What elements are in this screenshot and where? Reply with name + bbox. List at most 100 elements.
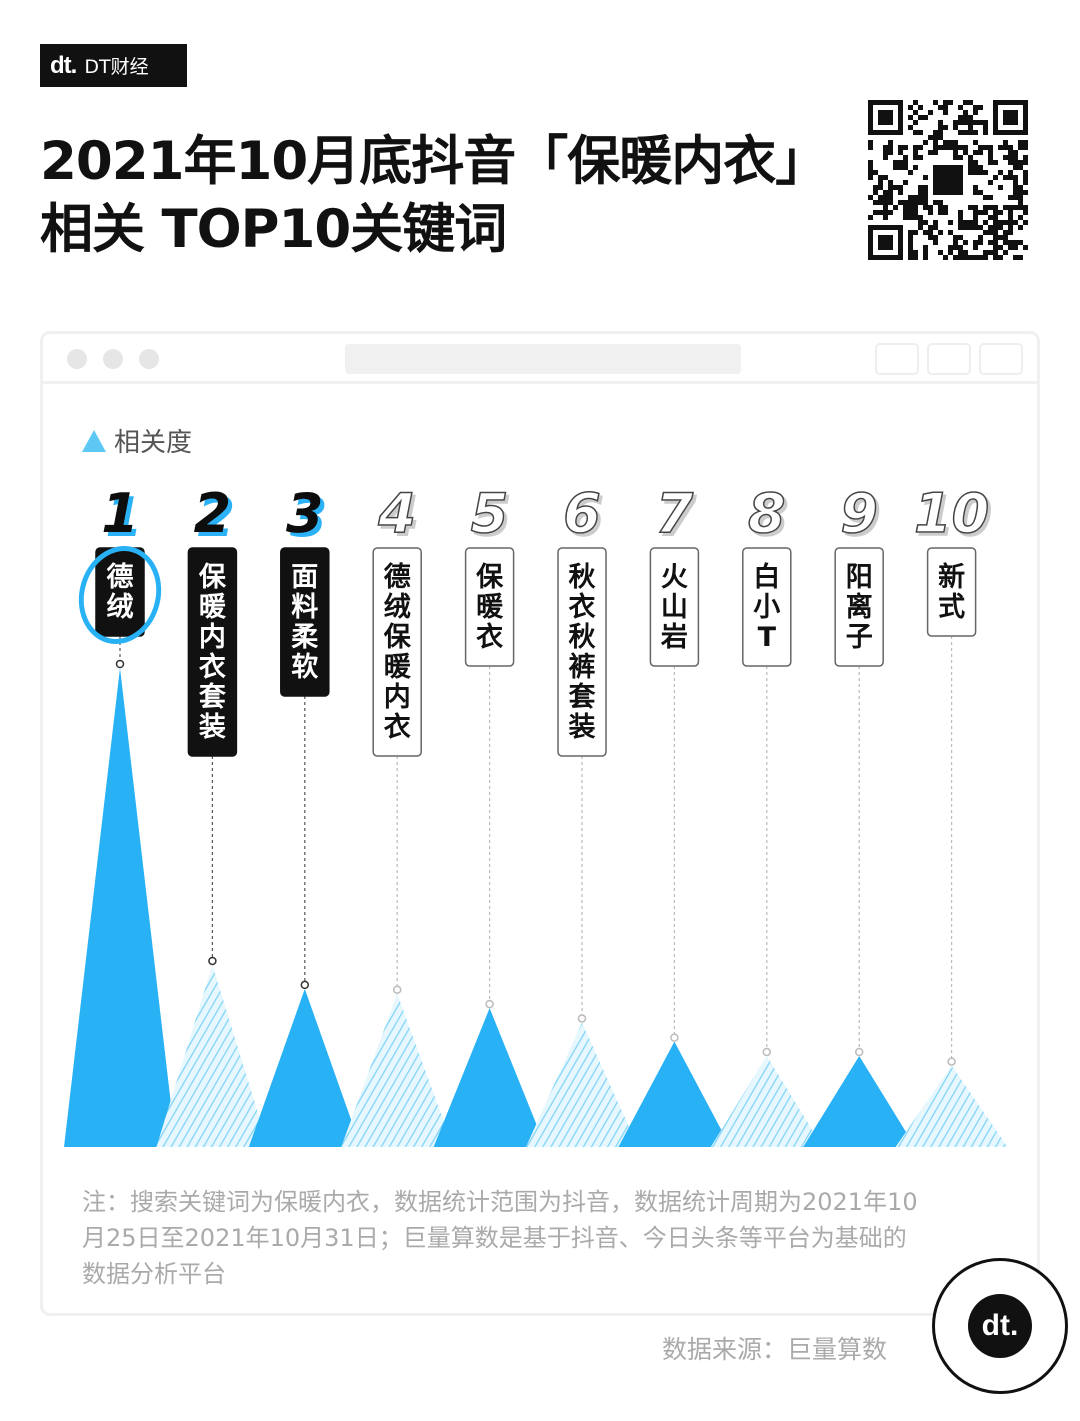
qr-module — [1018, 190, 1023, 195]
keyword-label-char: 衣 — [199, 651, 226, 683]
qr-module — [908, 230, 913, 235]
qr-module — [1003, 175, 1008, 180]
qr-module — [978, 210, 983, 215]
qr-module — [1023, 175, 1028, 180]
qr-module — [908, 125, 913, 130]
qr-module — [993, 235, 998, 240]
qr-module — [993, 205, 998, 210]
qr-module — [903, 165, 908, 170]
qr-module — [1013, 220, 1018, 225]
keyword-label-char: 小 — [753, 592, 780, 623]
qr-module — [1008, 160, 1013, 165]
highlight-circle — [78, 546, 162, 644]
qr-module — [963, 145, 968, 150]
peak-marker — [577, 1014, 587, 1023]
keyword-label-char: 秋 — [569, 622, 596, 653]
qr-module — [918, 145, 923, 150]
qr-module — [953, 240, 958, 245]
qr-module — [878, 175, 883, 180]
qr-module — [978, 145, 983, 150]
triangle-bar — [895, 1065, 1008, 1147]
keyword-label-char: 面 — [291, 562, 318, 593]
qr-module — [988, 225, 993, 230]
qr-module — [1018, 215, 1023, 220]
qr-module — [913, 255, 918, 260]
peak-marker — [392, 985, 402, 994]
page-title: 2021年10月底抖音「保暖内衣」 相关 TOP10关键词 — [40, 128, 828, 264]
qr-module — [893, 205, 898, 210]
triangle-bar — [341, 993, 454, 1147]
keyword-label-char: 新 — [938, 561, 965, 593]
qr-module — [988, 250, 993, 255]
qr-module — [963, 130, 968, 135]
qr-module — [903, 145, 908, 150]
qr-module — [918, 105, 923, 110]
qr-module — [918, 195, 923, 200]
qr-module — [1003, 240, 1008, 245]
qr-module — [883, 195, 888, 200]
qr-module — [923, 140, 928, 145]
window-titlebar — [43, 334, 1037, 384]
keyword-label-char: 软 — [291, 652, 318, 683]
qr-module — [938, 135, 943, 140]
qr-module — [1008, 225, 1013, 230]
qr-module — [973, 110, 978, 115]
qr-module — [988, 240, 993, 245]
qr-module — [1003, 235, 1008, 240]
qr-module — [948, 245, 953, 250]
qr-module — [998, 210, 1003, 215]
qr-module — [978, 225, 983, 230]
qr-module — [898, 200, 903, 205]
qr-module — [1018, 255, 1023, 260]
qr-module — [908, 115, 913, 120]
keyword-label-char: 保 — [198, 562, 227, 593]
qr-module — [908, 245, 913, 250]
peak-marker — [762, 1047, 772, 1057]
dt-logo: dt. — [50, 51, 77, 79]
qr-module — [993, 220, 998, 225]
qr-module — [873, 170, 878, 175]
title-line-2: 相关 TOP10关键词 — [40, 199, 507, 260]
qr-module — [953, 150, 958, 155]
qr-module — [983, 255, 988, 260]
qr-module — [1023, 140, 1028, 145]
rank-number: 10 — [914, 482, 989, 545]
qr-module — [908, 105, 913, 110]
keyword-label-char: 绒 — [107, 592, 134, 623]
qr-module — [958, 245, 963, 250]
qr-module — [1023, 155, 1028, 160]
qr-module — [903, 160, 908, 165]
qr-module — [988, 180, 993, 185]
qr-module — [868, 145, 873, 150]
keyword-label-box — [649, 547, 700, 667]
qr-module — [888, 150, 893, 155]
keyword-label-char: 暖 — [476, 592, 504, 623]
keyword-label-char: 白 — [753, 561, 780, 593]
qr-module — [958, 115, 963, 120]
qr-module — [888, 185, 893, 190]
qr-module — [868, 140, 873, 145]
qr-module — [1003, 220, 1008, 225]
qr-module — [978, 120, 983, 125]
qr-module — [913, 250, 918, 255]
qr-module — [973, 185, 978, 190]
qr-module — [988, 160, 993, 165]
qr-module — [1013, 240, 1018, 245]
qr-module — [988, 145, 993, 150]
qr-module — [988, 150, 993, 155]
qr-module — [898, 165, 903, 170]
keyword-label-char: 衣 — [569, 591, 596, 623]
qr-module — [963, 255, 968, 260]
qr-module — [873, 185, 878, 190]
qr-module — [958, 225, 963, 230]
qr-module — [958, 105, 963, 110]
qr-module — [908, 255, 913, 260]
qr-module — [978, 150, 983, 155]
triangle-bar — [156, 964, 269, 1147]
qr-module — [963, 120, 968, 125]
qr-module — [1013, 205, 1018, 210]
qr-module — [903, 205, 908, 210]
qr-module — [908, 205, 913, 210]
qr-module — [913, 145, 918, 150]
qr-module — [923, 185, 928, 190]
